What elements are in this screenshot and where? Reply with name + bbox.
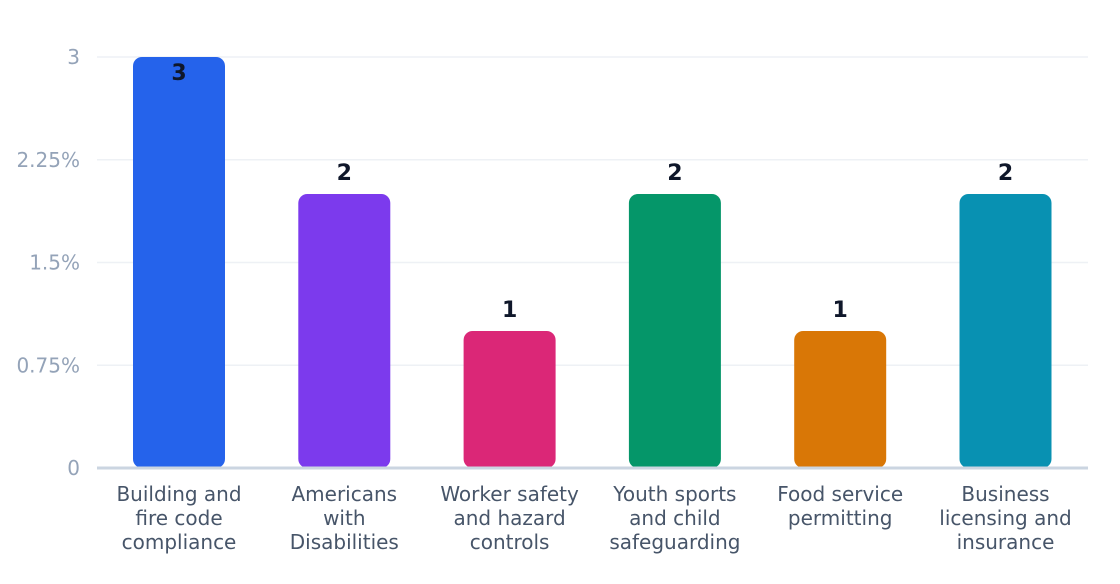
x-category-label: Building and fire code compliance bbox=[116, 482, 241, 554]
y-tick-label: 0.75% bbox=[16, 353, 80, 377]
x-category-label-line: Youth sports bbox=[612, 482, 736, 506]
data-label: 1 bbox=[833, 298, 848, 323]
data-label: 2 bbox=[998, 161, 1013, 186]
bar bbox=[628, 194, 721, 468]
y-axis-tick-labels: 0 0.75% 1.5% 2.25% 3 bbox=[16, 45, 80, 480]
data-labels: 3 2 1 2 1 2 bbox=[171, 61, 1013, 323]
y-tick-label: 3 bbox=[67, 45, 80, 69]
x-category-label-line: Worker safety bbox=[440, 482, 579, 506]
bar bbox=[298, 194, 391, 468]
x-category-label-line: controls bbox=[470, 530, 550, 554]
x-category-label: Youth sports and child safeguarding bbox=[609, 482, 740, 554]
x-category-label-line: permitting bbox=[788, 506, 893, 530]
x-category-label: Americans with Disabilities bbox=[290, 482, 399, 554]
x-category-label-line: safeguarding bbox=[609, 530, 740, 554]
x-category-label-line: Disabilities bbox=[290, 530, 399, 554]
y-tick-label: 1.5% bbox=[29, 251, 80, 275]
x-axis-category-labels: Building and fire code compliance Americans… bbox=[116, 482, 1071, 554]
data-label: 3 bbox=[171, 61, 186, 86]
x-category-label-line: fire code bbox=[135, 506, 222, 530]
bar bbox=[133, 57, 225, 468]
x-category-label-line: compliance bbox=[122, 530, 237, 554]
bar bbox=[463, 331, 556, 468]
y-tick-label: 2.25% bbox=[16, 148, 80, 172]
data-label: 1 bbox=[502, 298, 517, 323]
data-label: 2 bbox=[337, 161, 352, 186]
x-category-label: Business licensing and insurance bbox=[939, 482, 1071, 554]
x-category-label-line: insurance bbox=[957, 530, 1055, 554]
x-category-label-line: Business bbox=[961, 482, 1049, 506]
x-category-label-line: Building and bbox=[116, 482, 241, 506]
x-category-label-line: Americans bbox=[291, 482, 397, 506]
y-tick-label: 0 bbox=[67, 456, 80, 480]
bar bbox=[794, 331, 887, 468]
bars bbox=[133, 57, 1052, 468]
gridlines bbox=[97, 56, 1088, 366]
x-category-label-line: Food service bbox=[777, 482, 903, 506]
x-category-label: Food service permitting bbox=[777, 482, 903, 530]
x-category-label-line: and child bbox=[629, 506, 720, 530]
x-category-label-line: with bbox=[323, 506, 365, 530]
x-category-label: Worker safety and hazard controls bbox=[440, 482, 579, 554]
data-label: 2 bbox=[667, 161, 682, 186]
x-category-label-line: and hazard bbox=[453, 506, 565, 530]
bar bbox=[959, 194, 1052, 468]
x-category-label-line: licensing and bbox=[939, 506, 1071, 530]
